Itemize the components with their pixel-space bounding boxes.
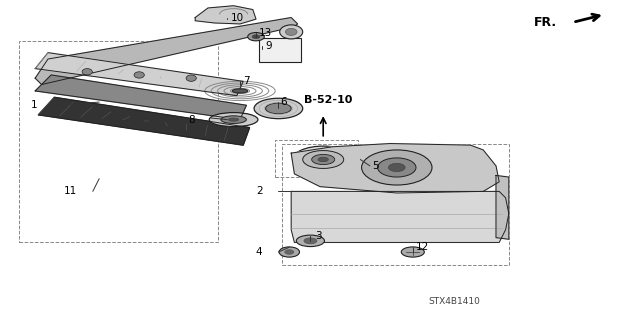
Polygon shape: [35, 18, 298, 85]
Text: 13: 13: [259, 28, 273, 39]
Text: 5: 5: [372, 161, 379, 171]
Ellipse shape: [388, 163, 405, 172]
Ellipse shape: [254, 98, 303, 119]
Ellipse shape: [252, 35, 260, 39]
Ellipse shape: [318, 157, 328, 162]
Text: 3: 3: [315, 231, 321, 241]
Ellipse shape: [248, 33, 264, 41]
Ellipse shape: [279, 247, 300, 257]
Text: 1: 1: [31, 100, 37, 110]
Bar: [19, 41, 218, 242]
Polygon shape: [195, 6, 256, 24]
Ellipse shape: [285, 28, 297, 35]
Polygon shape: [35, 75, 246, 120]
Text: B-52-10: B-52-10: [304, 95, 353, 106]
Ellipse shape: [378, 158, 416, 177]
Ellipse shape: [221, 116, 246, 123]
Text: FR.: FR.: [534, 16, 557, 29]
Ellipse shape: [232, 89, 248, 93]
Ellipse shape: [186, 75, 196, 81]
Polygon shape: [35, 53, 243, 96]
Text: 9: 9: [266, 41, 272, 51]
Ellipse shape: [266, 103, 291, 114]
Ellipse shape: [228, 118, 239, 121]
Text: 4: 4: [256, 247, 262, 257]
Polygon shape: [38, 97, 250, 145]
Ellipse shape: [292, 146, 354, 173]
Text: 8: 8: [189, 115, 195, 125]
Text: 11: 11: [63, 186, 77, 197]
Polygon shape: [291, 191, 509, 242]
Ellipse shape: [209, 113, 258, 127]
Text: STX4B1410: STX4B1410: [428, 297, 480, 306]
Text: 6: 6: [280, 97, 287, 107]
Ellipse shape: [303, 151, 344, 168]
Bar: [259, 38, 301, 62]
Ellipse shape: [296, 235, 324, 247]
Ellipse shape: [82, 69, 92, 75]
Bar: [282, 144, 509, 265]
Polygon shape: [291, 144, 499, 193]
Ellipse shape: [285, 250, 294, 254]
Text: 7: 7: [243, 76, 250, 86]
Text: 2: 2: [256, 186, 262, 197]
Ellipse shape: [304, 238, 317, 244]
Ellipse shape: [280, 25, 303, 39]
Bar: [275, 140, 358, 177]
Ellipse shape: [134, 72, 145, 78]
Ellipse shape: [401, 247, 424, 257]
Text: 12: 12: [416, 242, 429, 252]
Text: 10: 10: [230, 12, 244, 23]
Ellipse shape: [312, 154, 335, 165]
Polygon shape: [496, 175, 509, 239]
Ellipse shape: [362, 150, 432, 185]
